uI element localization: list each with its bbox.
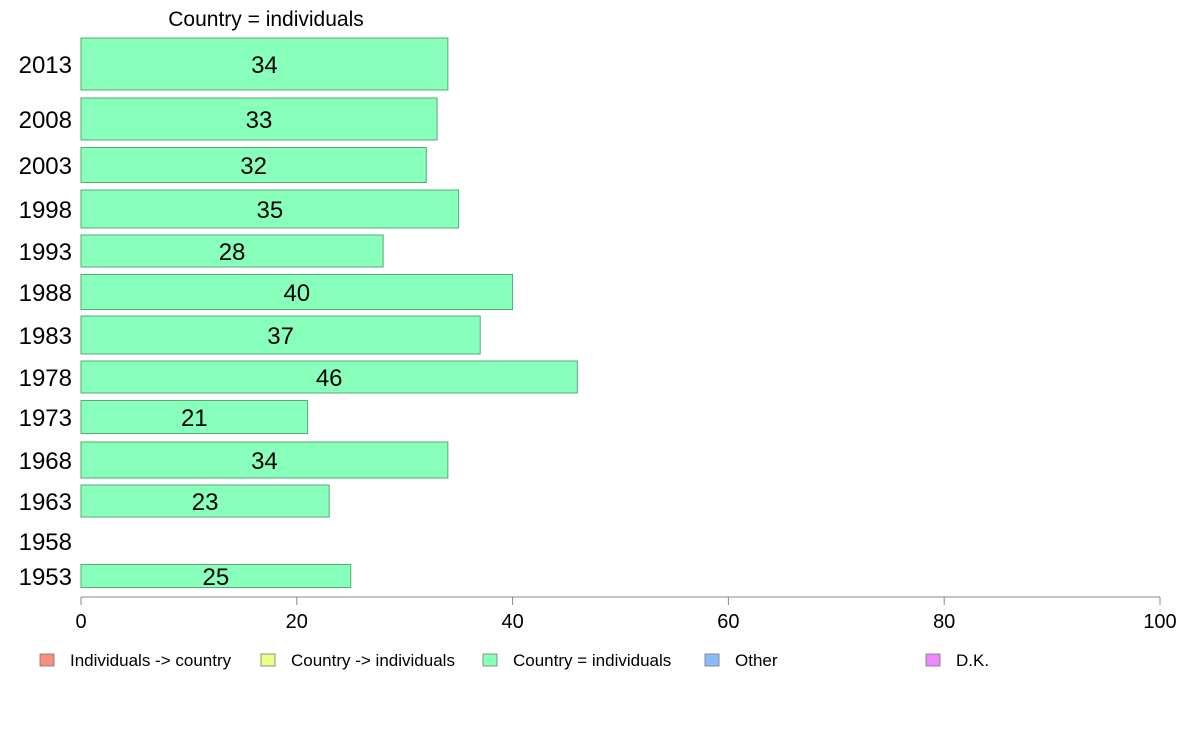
- bar-2003: [80, 147, 427, 183]
- value-label-1978: 46: [316, 365, 343, 392]
- legend-swatch-1: [260, 653, 276, 667]
- category-label-1968: 1968: [19, 448, 72, 475]
- value-label-1988: 40: [283, 280, 310, 307]
- category-label-1993: 1993: [19, 239, 72, 266]
- x-axis: 0 20 40 60 80 100: [75, 596, 1177, 633]
- category-label-1998: 1998: [19, 197, 72, 224]
- category-label-1963: 1963: [19, 489, 72, 516]
- bar-2013: [80, 37, 449, 91]
- category-label-1988: 1988: [19, 280, 72, 307]
- legend-label-1: Country -> individuals: [291, 651, 455, 670]
- bar-1963: [80, 484, 330, 518]
- bars-group: 34 33 32 35 28 40 37 46 21 34 23 25: [80, 37, 578, 591]
- value-label-1963: 23: [192, 489, 219, 516]
- chart-title: Country = individuals: [168, 8, 364, 31]
- legend: Individuals -> country Country -> individ…: [39, 651, 989, 670]
- category-label-2013: 2013: [19, 52, 72, 79]
- legend-swatch-3: [704, 653, 720, 667]
- x-tick-label-0: 0: [75, 611, 86, 633]
- legend-swatch-2: [482, 653, 498, 667]
- category-label-1983: 1983: [19, 323, 72, 350]
- value-label-1973: 21: [181, 405, 208, 432]
- bar-1973: [80, 400, 309, 434]
- category-label-2008: 2008: [19, 107, 72, 134]
- legend-label-2: Country = individuals: [513, 651, 671, 670]
- category-label-1958: 1958: [19, 529, 72, 556]
- bar-2008: [80, 97, 438, 141]
- value-label-1968: 34: [251, 448, 278, 475]
- category-label-1973: 1973: [19, 405, 72, 432]
- x-tick-label-80: 80: [933, 611, 955, 633]
- value-label-1983: 37: [267, 323, 294, 350]
- legend-swatch-4: [925, 653, 941, 667]
- value-label-1953: 25: [203, 564, 230, 591]
- legend-label-4: D.K.: [956, 651, 989, 670]
- x-tick-label-20: 20: [286, 611, 308, 633]
- category-labels: 2013 2008 2003 1998 1993 1988 1983 1978 1973 1968…: [19, 52, 72, 591]
- value-label-2003: 32: [240, 153, 267, 180]
- legend-label-3: Other: [735, 651, 778, 670]
- category-label-1953: 1953: [19, 564, 72, 591]
- bar-1983: [80, 315, 481, 355]
- value-label-1998: 35: [256, 197, 283, 224]
- legend-swatch-0: [39, 653, 55, 667]
- bar-1968: [80, 441, 449, 479]
- value-label-2013: 34: [251, 52, 278, 79]
- value-label-1993: 28: [219, 239, 246, 266]
- category-label-2003: 2003: [19, 153, 72, 180]
- value-label-2008: 33: [246, 107, 273, 134]
- bar-1978: [80, 360, 578, 394]
- bar-1993: [80, 234, 384, 268]
- x-tick-label-40: 40: [501, 611, 523, 633]
- x-tick-label-100: 100: [1143, 611, 1176, 633]
- category-label-1978: 1978: [19, 365, 72, 392]
- bar-1998: [80, 189, 460, 229]
- x-tick-label-60: 60: [717, 611, 739, 633]
- bar-1953: [80, 564, 352, 588]
- legend-label-0: Individuals -> country: [70, 651, 232, 670]
- bar-1988: [80, 274, 514, 310]
